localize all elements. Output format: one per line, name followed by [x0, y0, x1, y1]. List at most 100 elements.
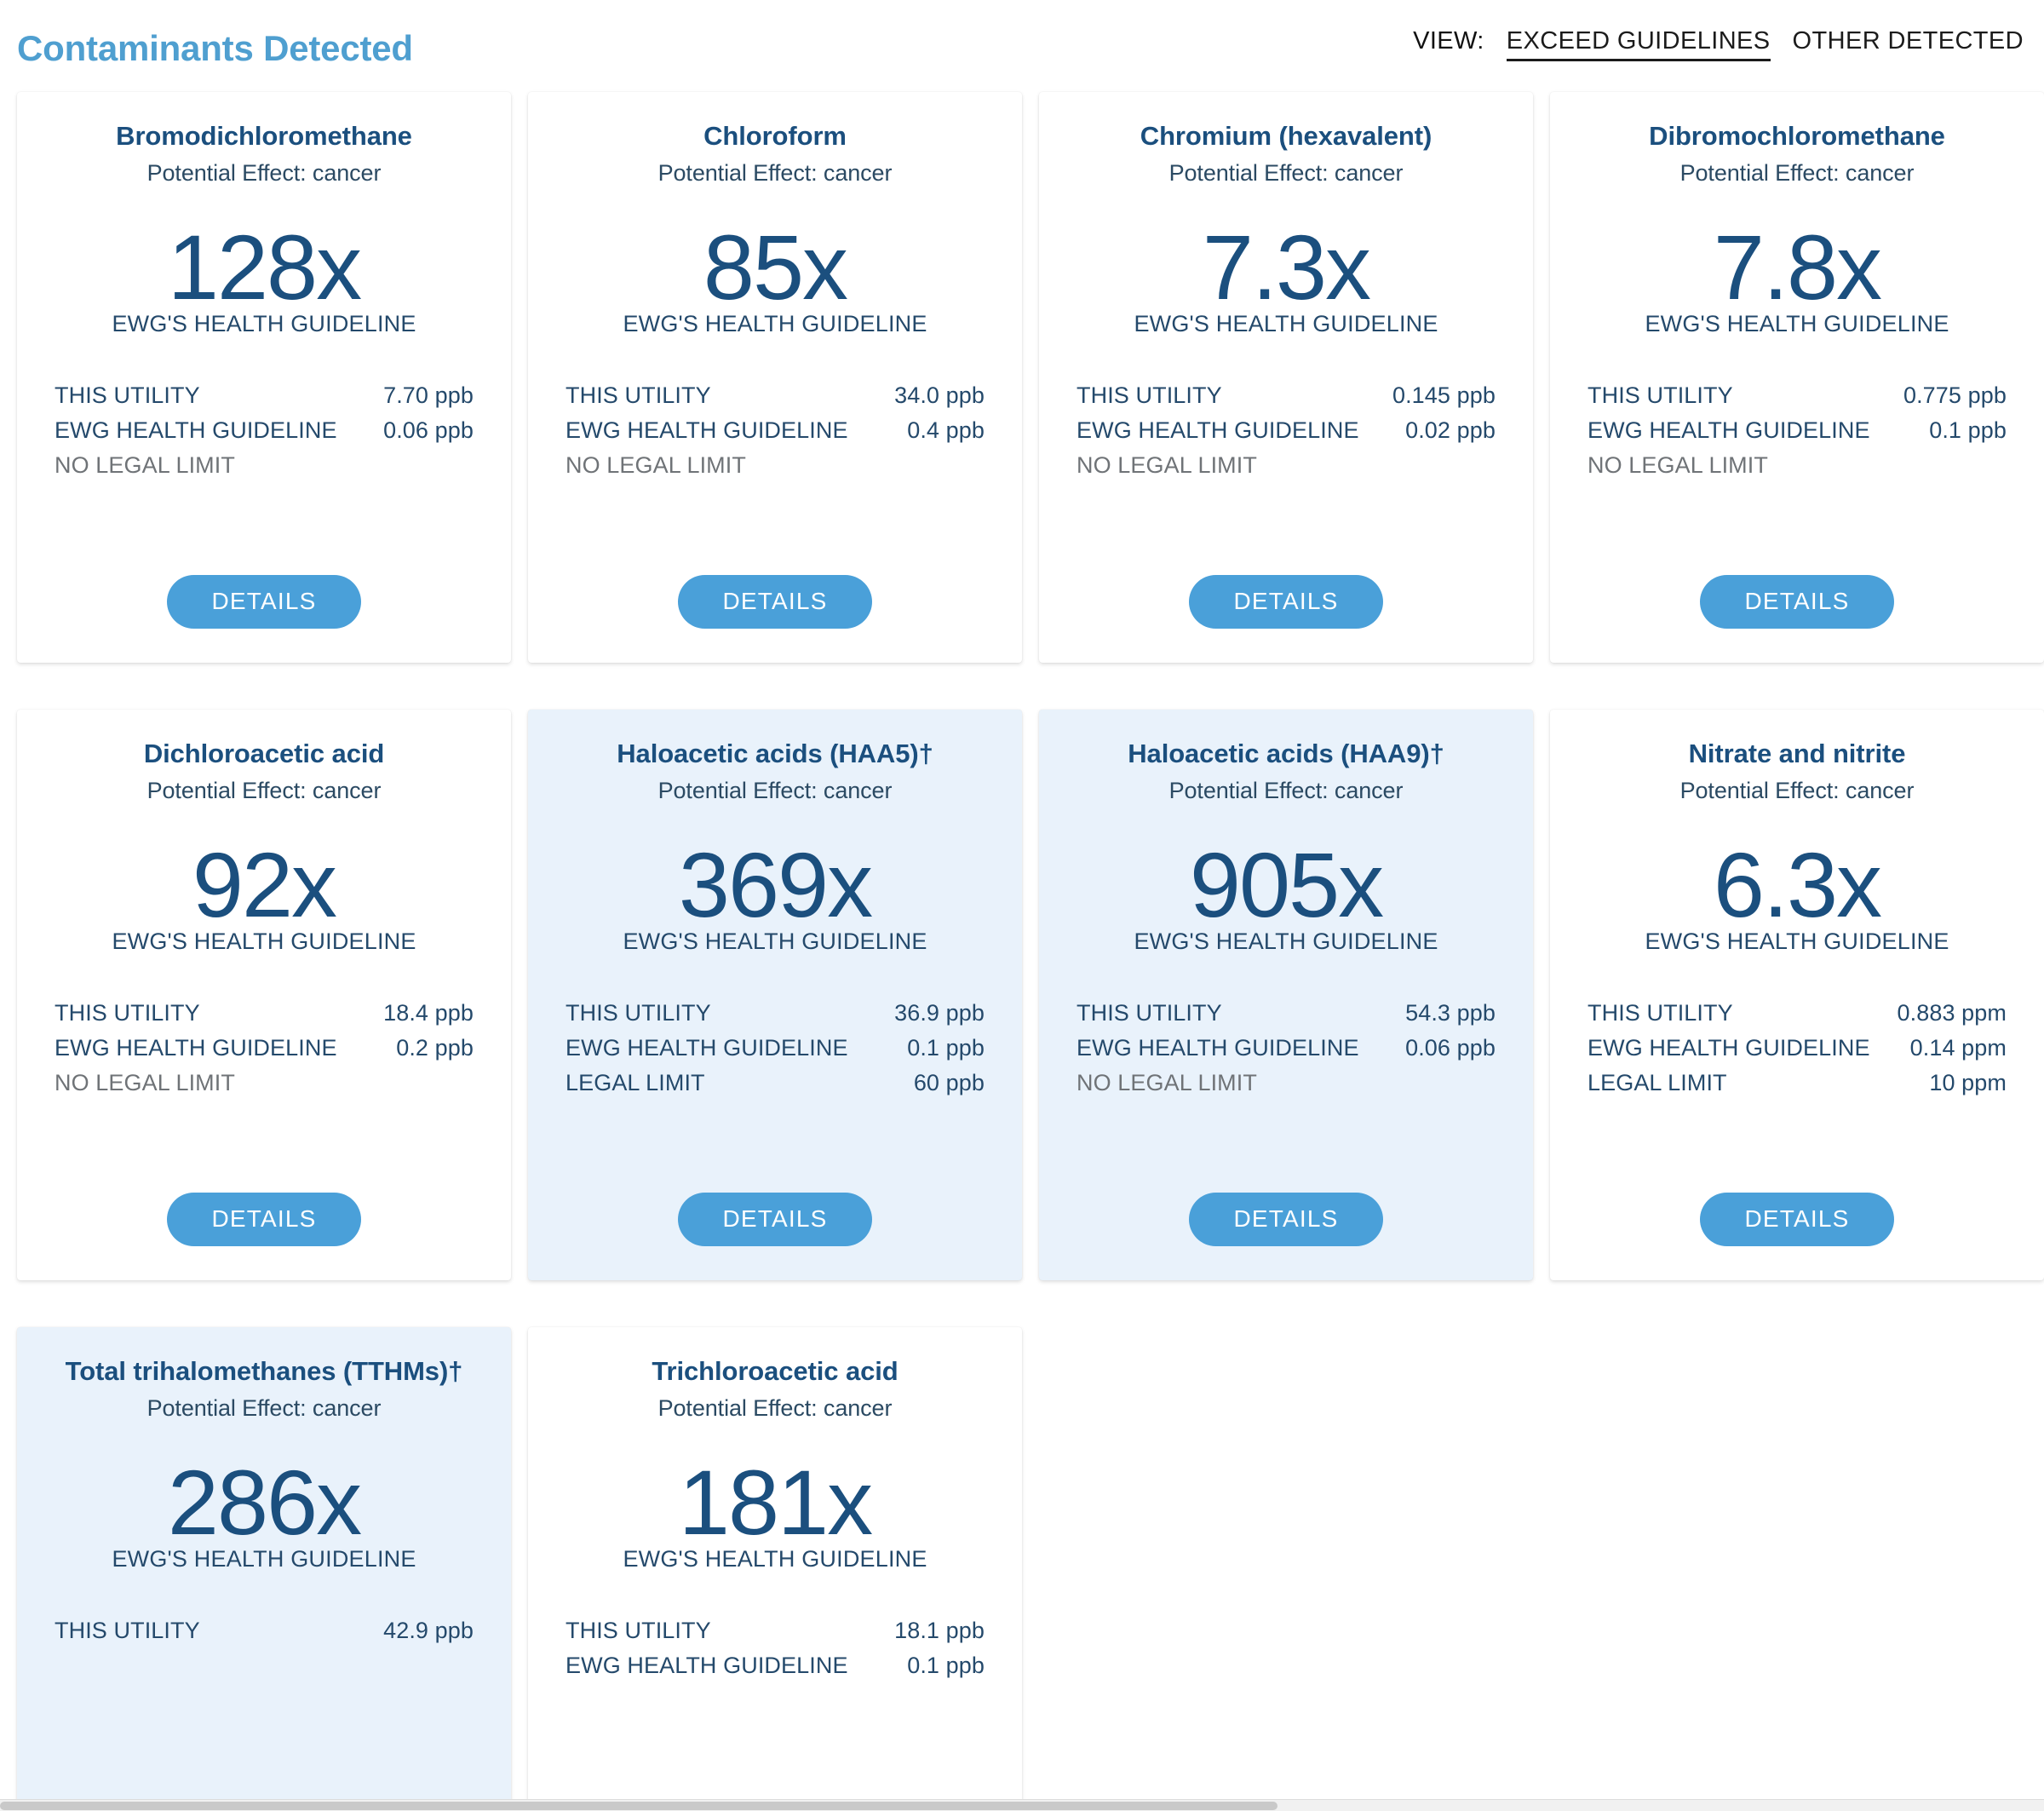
card-stats: THIS UTILITY 18.4 ppb EWG HEALTH GUIDELI… — [55, 996, 474, 1101]
stat-row-this-utility: THIS UTILITY 7.70 ppb — [55, 378, 474, 413]
card-potential-effect: Potential Effect: cancer — [657, 1395, 893, 1422]
stat-row-this-utility: THIS UTILITY 36.9 ppb — [566, 996, 985, 1031]
multiplier-caption: EWG'S HEALTH GUIDELINE — [1645, 311, 1949, 337]
multiplier-caption: EWG'S HEALTH GUIDELINE — [623, 1546, 927, 1572]
stat-row-legal-limit: NO LEGAL LIMIT — [566, 448, 985, 483]
stat-label: THIS UTILITY — [566, 382, 711, 409]
multiplier-caption: EWG'S HEALTH GUIDELINE — [623, 311, 927, 337]
multiplier-value: 85x — [703, 216, 848, 319]
card-potential-effect: Potential Effect: cancer — [657, 160, 893, 187]
scrollbar-thumb[interactable] — [0, 1802, 1278, 1810]
stat-row-legal-limit: NO LEGAL LIMIT — [1077, 448, 1496, 483]
stat-label: EWG HEALTH GUIDELINE — [1588, 417, 1870, 444]
stat-label: LEGAL LIMIT — [566, 1070, 705, 1096]
card-stats: THIS UTILITY 0.775 ppb EWG HEALTH GUIDEL… — [1588, 378, 2007, 483]
stat-row-this-utility: THIS UTILITY 0.883 ppm — [1588, 996, 2007, 1031]
stat-row-this-utility: THIS UTILITY 54.3 ppb — [1077, 996, 1496, 1031]
stat-label: THIS UTILITY — [1588, 382, 1733, 409]
multiplier-block: 7.8x EWG'S HEALTH GUIDELINE — [1588, 216, 2007, 337]
card-stats: THIS UTILITY 34.0 ppb EWG HEALTH GUIDELI… — [566, 378, 985, 483]
details-button-wrap: DETAILS — [55, 1155, 474, 1246]
multiplier-value: 286x — [167, 1451, 362, 1555]
stat-label: THIS UTILITY — [55, 1618, 200, 1644]
details-button-wrap: DETAILS — [1588, 1155, 2007, 1246]
details-button[interactable]: DETAILS — [1700, 575, 1894, 629]
details-button-wrap: DETAILS — [566, 538, 985, 629]
stat-label: EWG HEALTH GUIDELINE — [1077, 417, 1359, 444]
stat-row-ewg-health-guideline: EWG HEALTH GUIDELINE 0.06 ppb — [55, 413, 474, 448]
details-button[interactable]: DETAILS — [167, 1193, 361, 1246]
multiplier-block: 905x EWG'S HEALTH GUIDELINE — [1077, 839, 1496, 955]
multiplier-value: 92x — [192, 833, 337, 937]
horizontal-scrollbar[interactable] — [0, 1799, 2044, 1811]
stat-label: EWG HEALTH GUIDELINE — [55, 1035, 337, 1061]
contaminant-card: Bromodichloromethane Potential Effect: c… — [17, 92, 511, 663]
card-title: Chloroform — [703, 121, 847, 151]
details-button[interactable]: DETAILS — [167, 575, 361, 629]
details-button[interactable]: DETAILS — [678, 1193, 872, 1246]
multiplier-block: 181x EWG'S HEALTH GUIDELINE — [566, 1457, 985, 1572]
stat-row-ewg-health-guideline: EWG HEALTH GUIDELINE 0.14 ppm — [1588, 1031, 2007, 1066]
stat-row-legal-limit: LEGAL LIMIT 10 ppm — [1588, 1066, 2007, 1101]
card-potential-effect: Potential Effect: cancer — [1679, 778, 1915, 804]
multiplier-value: 128x — [167, 216, 362, 319]
stat-row-ewg-health-guideline: EWG HEALTH GUIDELINE 0.1 ppb — [566, 1648, 985, 1683]
multiplier-value: 6.3x — [1713, 833, 1882, 937]
stat-row-this-utility: THIS UTILITY 34.0 ppb — [566, 378, 985, 413]
card-title: Dichloroacetic acid — [143, 739, 385, 768]
stat-label: NO LEGAL LIMIT — [55, 452, 235, 479]
multiplier-block: 128x EWG'S HEALTH GUIDELINE — [55, 216, 474, 337]
stat-label: NO LEGAL LIMIT — [566, 452, 746, 479]
stat-label: NO LEGAL LIMIT — [55, 1070, 235, 1096]
details-button[interactable]: DETAILS — [1700, 1193, 1894, 1246]
stat-value: 0.1 ppb — [1929, 417, 2007, 444]
multiplier-caption: EWG'S HEALTH GUIDELINE — [112, 1546, 416, 1572]
stat-value: 0.883 ppm — [1897, 1000, 2007, 1026]
contaminant-card-grid: Bromodichloromethane Potential Effect: c… — [17, 92, 2044, 1811]
stat-label: THIS UTILITY — [55, 382, 200, 409]
stat-row-legal-limit: NO LEGAL LIMIT — [1077, 1066, 1496, 1101]
stat-label: NO LEGAL LIMIT — [1077, 1070, 1257, 1096]
multiplier-block: 85x EWG'S HEALTH GUIDELINE — [566, 216, 985, 337]
tab-other-detected[interactable]: OTHER DETECTED — [1792, 27, 2024, 55]
multiplier-caption: EWG'S HEALTH GUIDELINE — [112, 928, 416, 955]
stat-value: 0.06 ppb — [383, 417, 474, 444]
multiplier-value: 7.8x — [1713, 216, 1882, 319]
card-title: Total trihalomethanes (TTHMs)† — [65, 1356, 463, 1386]
stat-label: THIS UTILITY — [566, 1618, 711, 1644]
stat-row-ewg-health-guideline: EWG HEALTH GUIDELINE 0.02 ppb — [1077, 413, 1496, 448]
stat-label: NO LEGAL LIMIT — [1588, 452, 1768, 479]
multiplier-caption: EWG'S HEALTH GUIDELINE — [1645, 928, 1949, 955]
card-potential-effect: Potential Effect: cancer — [146, 778, 382, 804]
stat-value: 0.1 ppb — [907, 1035, 985, 1061]
stat-label: THIS UTILITY — [1077, 1000, 1222, 1026]
card-title: Haloacetic acids (HAA9)† — [1128, 739, 1444, 768]
stat-row-ewg-health-guideline: EWG HEALTH GUIDELINE 0.2 ppb — [55, 1031, 474, 1066]
tab-exceed-guidelines[interactable]: EXCEED GUIDELINES — [1506, 27, 1771, 61]
multiplier-block: 92x EWG'S HEALTH GUIDELINE — [55, 833, 474, 955]
stat-label: LEGAL LIMIT — [1588, 1070, 1727, 1096]
multiplier-caption: EWG'S HEALTH GUIDELINE — [623, 928, 927, 955]
stat-value: 0.775 ppb — [1903, 382, 2007, 409]
details-button[interactable]: DETAILS — [1189, 1193, 1383, 1246]
multiplier-block: 369x EWG'S HEALTH GUIDELINE — [566, 839, 985, 955]
stat-value: 0.145 ppb — [1392, 382, 1496, 409]
stat-value: 0.06 ppb — [1405, 1035, 1496, 1061]
details-button[interactable]: DETAILS — [678, 575, 872, 629]
stat-row-ewg-health-guideline: EWG HEALTH GUIDELINE 0.1 ppb — [566, 1031, 985, 1066]
stat-label: THIS UTILITY — [566, 1000, 711, 1026]
card-title: Chromium (hexavalent) — [1140, 121, 1433, 151]
multiplier-block: 286x EWG'S HEALTH GUIDELINE — [55, 1457, 474, 1572]
card-stats: THIS UTILITY 7.70 ppb EWG HEALTH GUIDELI… — [55, 378, 474, 483]
details-button-wrap: DETAILS — [1588, 538, 2007, 629]
view-controls: VIEW: EXCEED GUIDELINES OTHER DETECTED — [1413, 27, 2027, 73]
card-stats: THIS UTILITY 18.1 ppb EWG HEALTH GUIDELI… — [566, 1613, 985, 1683]
stat-label: EWG HEALTH GUIDELINE — [566, 1035, 848, 1061]
stat-row-this-utility: THIS UTILITY 0.775 ppb — [1588, 378, 2007, 413]
stat-row-legal-limit: LEGAL LIMIT 60 ppb — [566, 1066, 985, 1101]
card-title: Haloacetic acids (HAA5)† — [617, 739, 933, 768]
contaminant-card: Nitrate and nitrite Potential Effect: ca… — [1550, 710, 2044, 1280]
details-button[interactable]: DETAILS — [1189, 575, 1383, 629]
stat-row-legal-limit: NO LEGAL LIMIT — [1588, 448, 2007, 483]
stat-row-this-utility: THIS UTILITY 42.9 ppb — [55, 1613, 474, 1648]
